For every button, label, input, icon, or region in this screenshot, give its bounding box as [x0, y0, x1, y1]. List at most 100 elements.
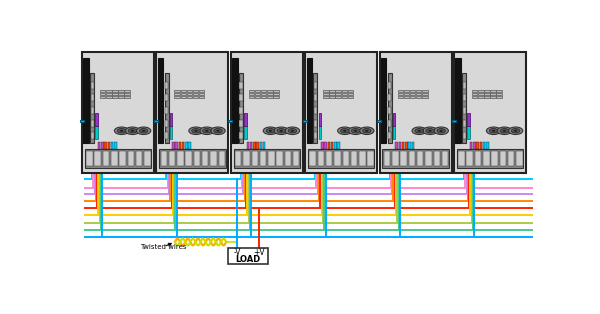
Circle shape [191, 128, 200, 133]
Circle shape [269, 130, 272, 132]
Bar [388, 82, 391, 89]
Bar [85, 149, 151, 168]
Bar [458, 151, 464, 166]
Bar [367, 151, 374, 166]
Bar [454, 52, 526, 173]
Bar [305, 52, 377, 173]
Bar [314, 107, 317, 114]
Bar [233, 149, 300, 168]
Bar [111, 151, 118, 166]
Bar [483, 151, 490, 166]
Bar [267, 90, 272, 92]
Bar [388, 73, 392, 143]
Bar [351, 151, 357, 166]
Bar [247, 142, 249, 149]
Bar [388, 95, 391, 101]
Bar [179, 142, 181, 149]
Bar [124, 96, 130, 98]
Bar [472, 96, 478, 98]
Circle shape [142, 130, 145, 132]
Bar [239, 120, 242, 127]
Text: -V: -V [233, 248, 241, 257]
Bar [251, 151, 258, 166]
Bar [182, 142, 184, 149]
Circle shape [426, 128, 434, 133]
Circle shape [352, 128, 360, 133]
Circle shape [423, 127, 437, 134]
Bar [83, 58, 89, 143]
Bar [172, 142, 175, 149]
Circle shape [437, 128, 446, 133]
Bar [463, 95, 466, 101]
Bar [388, 132, 391, 139]
Bar [377, 120, 381, 122]
Bar [181, 93, 186, 95]
Bar [111, 142, 113, 149]
Bar [341, 90, 347, 92]
Bar [154, 120, 158, 122]
Circle shape [338, 127, 352, 134]
Bar [398, 142, 401, 149]
Bar [500, 151, 506, 166]
Bar [410, 93, 415, 95]
Bar [490, 93, 496, 95]
Bar [170, 113, 172, 126]
Bar [425, 151, 431, 166]
Bar [462, 73, 466, 143]
Bar [255, 96, 260, 98]
Bar [239, 73, 243, 143]
Bar [479, 142, 482, 149]
Circle shape [280, 130, 283, 132]
Bar [86, 151, 92, 166]
Bar [310, 151, 316, 166]
Circle shape [189, 127, 203, 134]
Bar [452, 120, 455, 122]
Circle shape [429, 130, 431, 132]
Circle shape [355, 130, 357, 132]
Bar [239, 107, 242, 114]
Bar [293, 151, 299, 166]
Circle shape [206, 130, 208, 132]
Bar [239, 132, 242, 139]
Circle shape [503, 130, 506, 132]
Circle shape [131, 130, 134, 132]
Bar [181, 90, 186, 92]
Bar [341, 96, 347, 98]
Circle shape [214, 128, 223, 133]
Bar [314, 95, 317, 101]
Circle shape [274, 127, 289, 134]
Bar [229, 248, 268, 264]
Bar [337, 142, 340, 149]
Circle shape [266, 128, 275, 133]
Bar [490, 96, 496, 98]
Bar [422, 90, 428, 92]
Bar [104, 142, 107, 149]
Bar [169, 151, 175, 166]
Bar [516, 151, 523, 166]
Bar [334, 142, 337, 149]
Bar [80, 120, 83, 122]
Bar [106, 90, 112, 92]
Bar [409, 151, 415, 166]
Bar [119, 151, 126, 166]
Bar [193, 90, 198, 92]
Bar [239, 95, 242, 101]
Bar [404, 96, 409, 98]
Circle shape [291, 130, 293, 132]
Circle shape [365, 130, 368, 132]
Circle shape [128, 128, 137, 133]
Bar [404, 90, 409, 92]
Bar [347, 90, 353, 92]
Bar [159, 149, 226, 168]
Bar [114, 142, 116, 149]
Bar [303, 120, 307, 122]
Circle shape [203, 128, 211, 133]
Bar [118, 93, 124, 95]
Bar [324, 142, 327, 149]
Bar [187, 90, 192, 92]
Bar [384, 151, 390, 166]
Bar [416, 90, 421, 92]
Circle shape [349, 127, 363, 134]
Bar [211, 151, 217, 166]
Bar [478, 90, 484, 92]
